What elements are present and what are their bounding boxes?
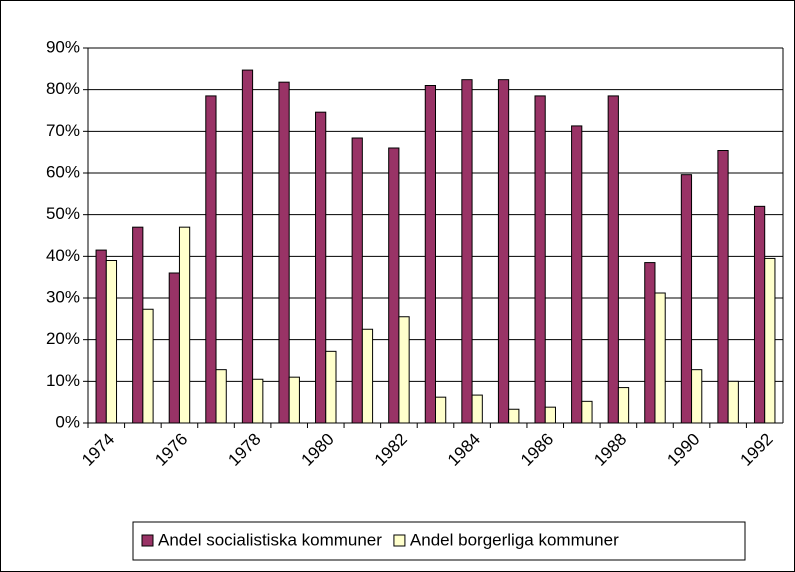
bar [398, 316, 410, 424]
legend-label: Andel borgerliga kommuner [410, 530, 619, 549]
y-tick-label: 10% [46, 371, 80, 390]
bar [315, 111, 327, 424]
y-tick-label: 40% [46, 246, 80, 265]
bar [544, 406, 556, 424]
bar [215, 369, 227, 424]
bar [471, 394, 483, 424]
bar [178, 226, 191, 424]
bar [132, 226, 144, 424]
legend-swatch [393, 534, 406, 547]
bar [644, 262, 656, 424]
bar [361, 328, 374, 424]
bar [435, 396, 447, 424]
bar [461, 79, 473, 424]
bar [497, 79, 510, 424]
bar [764, 257, 776, 424]
y-tick-label: 0% [55, 412, 80, 431]
bar [424, 85, 437, 424]
y-tick-label: 80% [46, 79, 80, 98]
bar [508, 408, 520, 424]
y-tick-label: 30% [46, 287, 80, 306]
bar [288, 376, 300, 424]
bar [388, 147, 400, 424]
bar [278, 81, 290, 424]
bar [205, 95, 217, 424]
bar [142, 308, 154, 424]
bar [607, 95, 619, 424]
bar [252, 378, 264, 424]
legend-box [132, 521, 746, 561]
bar [680, 174, 693, 424]
bar [105, 260, 118, 424]
legend-swatch [141, 534, 154, 547]
bar [717, 150, 729, 424]
bar [534, 95, 546, 424]
y-tick-label: 90% [46, 37, 80, 56]
y-tick-label: 70% [46, 121, 80, 140]
bar [168, 272, 180, 424]
bar [95, 249, 107, 424]
bar [351, 137, 363, 424]
legend-label: Andel socialistiska kommuner [158, 530, 382, 549]
bar [753, 205, 766, 424]
bar [325, 350, 337, 424]
y-tick-label: 60% [46, 162, 80, 181]
bar [617, 387, 630, 424]
bar [691, 369, 703, 424]
y-tick-label: 20% [46, 329, 80, 348]
bar [571, 125, 583, 424]
y-tick-label: 50% [46, 204, 80, 223]
bar [581, 400, 593, 424]
bar [727, 380, 739, 424]
bar [241, 69, 254, 424]
bar [654, 292, 666, 424]
